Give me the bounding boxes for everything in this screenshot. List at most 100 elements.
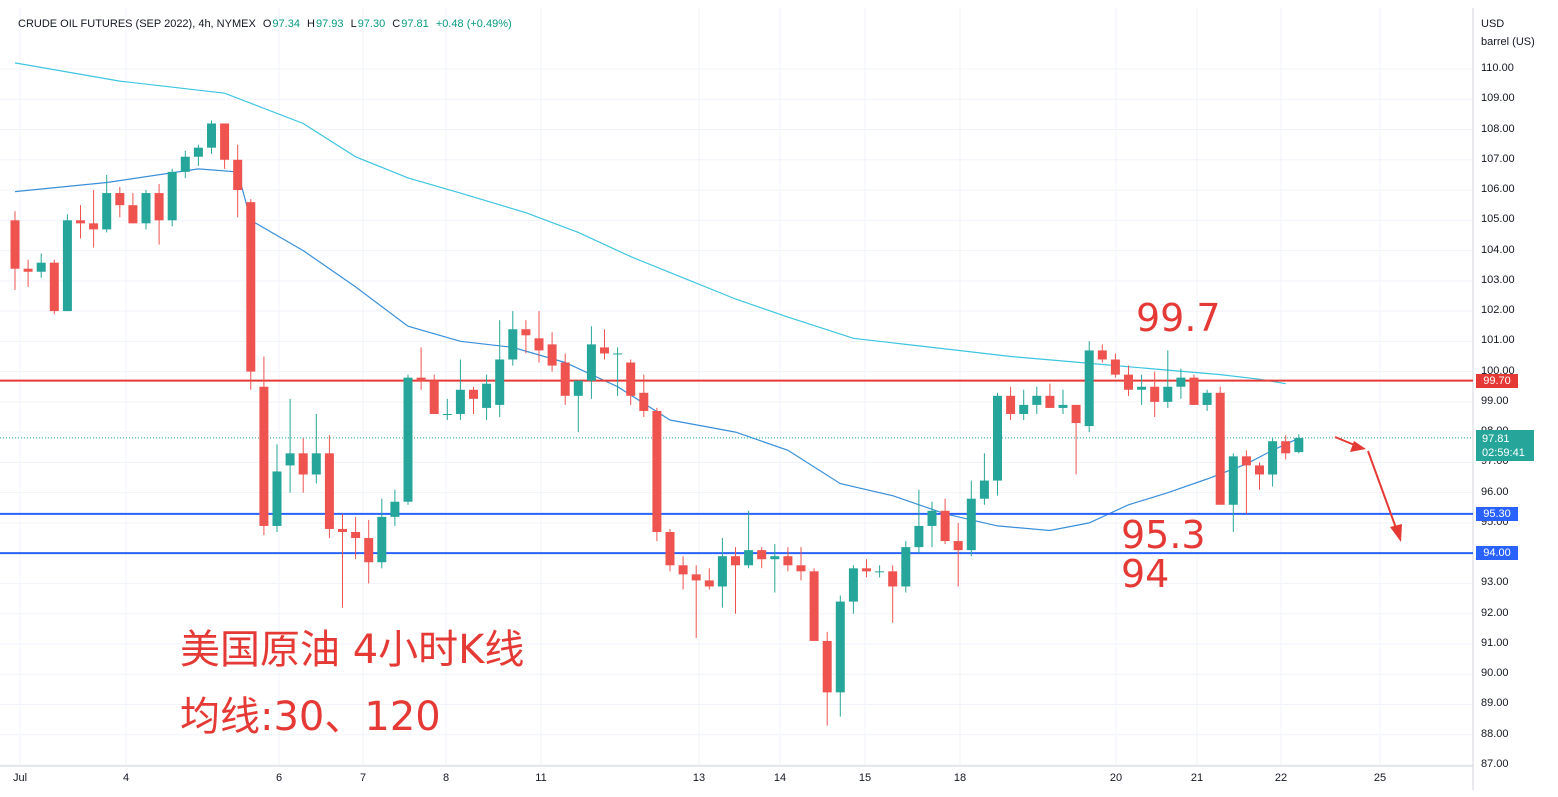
candle-body [717, 556, 727, 587]
candle-body [180, 156, 190, 172]
candle [403, 374, 413, 505]
y-tick-label: 87.00 [1481, 758, 1509, 770]
candle [429, 374, 439, 414]
candle [835, 595, 845, 717]
x-tick-label: 20 [1109, 772, 1123, 784]
candle [49, 259, 59, 315]
candle-body [167, 171, 177, 221]
candle [678, 556, 688, 590]
candle [272, 444, 282, 532]
candle-body [875, 571, 885, 573]
candle [246, 199, 256, 390]
candle [180, 150, 190, 178]
candle-body [1228, 456, 1238, 505]
candle [573, 380, 583, 433]
candle [1241, 450, 1251, 514]
candle-body [1255, 465, 1264, 475]
candle-body [429, 380, 439, 414]
candle [704, 568, 714, 590]
candle-body [455, 389, 465, 414]
candle-body [888, 571, 898, 587]
candle-body [285, 453, 295, 466]
candle [560, 353, 570, 405]
candle-body [1097, 350, 1107, 360]
candle [1032, 386, 1042, 414]
candle [193, 144, 203, 166]
candle-body [521, 329, 531, 336]
candle-body [652, 410, 662, 532]
symbol-title[interactable]: CRUDE OIL FUTURES (SEP 2022), 4h, NYMEX [18, 18, 256, 30]
x-tick-label: 8 [442, 772, 450, 784]
candle [1176, 368, 1186, 399]
arrow-head-icon [1350, 441, 1366, 452]
candle-body [704, 580, 714, 587]
resistance-price-badge: 99.70 [1476, 373, 1518, 388]
candle [102, 174, 112, 233]
candle-body [731, 556, 740, 566]
y-tick-label: 90.00 [1481, 667, 1509, 680]
candle [717, 538, 727, 608]
x-tick-label: 15 [858, 772, 872, 784]
candle [62, 214, 72, 312]
candle-body [1150, 386, 1160, 402]
candle-body [49, 262, 59, 312]
candle-body [757, 550, 767, 560]
candle-body [966, 498, 976, 551]
candle-body [1084, 350, 1094, 427]
candle-body [1110, 359, 1120, 375]
candle-body [154, 193, 164, 221]
candle-body [862, 568, 871, 572]
annotation-94: 94 [1121, 552, 1170, 596]
y-tick-label: 88.00 [1481, 727, 1509, 740]
candle [1163, 350, 1173, 408]
candle [220, 123, 230, 169]
candle [10, 211, 20, 290]
candle-body [547, 344, 557, 366]
candle-body [586, 344, 596, 381]
candle-body [36, 262, 46, 272]
ma30-line [14, 168, 1300, 532]
candle [1019, 389, 1029, 421]
candle [1071, 404, 1081, 475]
candle [888, 565, 898, 623]
candle [207, 120, 216, 154]
ma120-line [14, 62, 1286, 385]
candle [76, 205, 85, 239]
candle [1150, 371, 1160, 417]
candle [586, 326, 596, 399]
candle [757, 547, 767, 569]
candle-body [102, 193, 112, 230]
candle [927, 501, 937, 548]
annotation-95-3: 95.3 [1121, 513, 1206, 557]
high-value: 97.93 [315, 18, 344, 30]
candle [665, 528, 675, 572]
candle [796, 547, 806, 581]
candle [639, 374, 649, 417]
candle [23, 259, 33, 287]
x-tick-label: 13 [692, 772, 706, 784]
candle [979, 453, 989, 505]
y-tick-label: 107.00 [1481, 152, 1515, 165]
candle-body [259, 386, 269, 526]
candle-body [822, 640, 832, 693]
candle [416, 347, 426, 390]
candle-body [272, 471, 282, 526]
x-tick-label: 7 [359, 772, 367, 784]
unit-label[interactable]: barrel (US) [1481, 36, 1535, 48]
candle-body [1176, 377, 1186, 387]
arrow-head-icon [1390, 524, 1402, 542]
candle-body [1163, 386, 1173, 402]
y-tick-label: 110.00 [1481, 62, 1514, 74]
candle [809, 568, 819, 641]
candle-body [573, 380, 583, 396]
price-levels [0, 379, 1473, 555]
y-tick-label: 108.00 [1481, 122, 1515, 135]
current-price: 97.81 [1482, 433, 1510, 445]
y-tick-label: 93.00 [1481, 576, 1509, 589]
candle-body [1268, 441, 1278, 475]
candle-body [1189, 377, 1199, 405]
current-price-badge: 97.81 02:59:41 [1476, 430, 1534, 461]
candle [1281, 435, 1291, 460]
change-value: +0.48 (+0.49%) [435, 18, 512, 30]
